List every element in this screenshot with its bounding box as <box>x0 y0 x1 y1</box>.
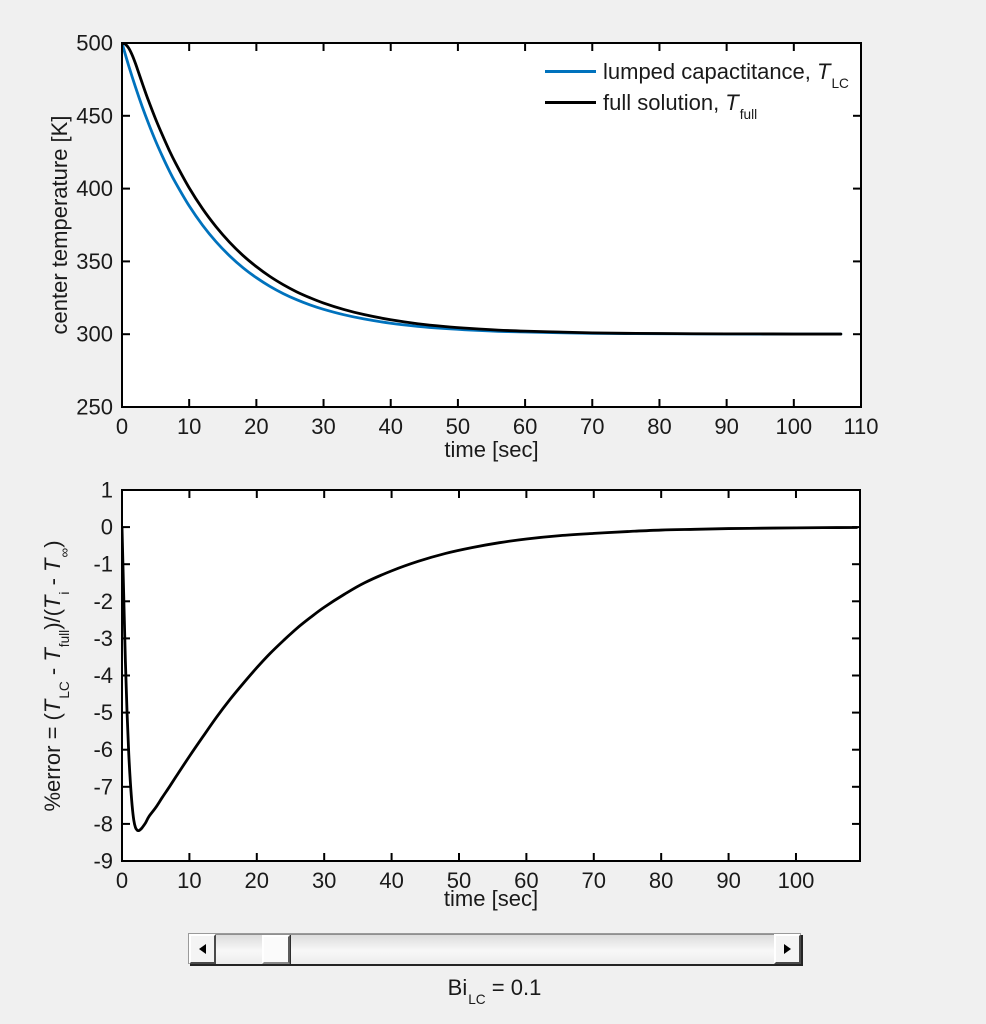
axes-box <box>121 42 862 408</box>
top-y-axis-label: center temperature [K] <box>47 115 72 335</box>
y-tick-label: -8 <box>93 811 113 836</box>
legend-entry-lumped-capacitance: lumped capactitance, TLC <box>545 56 849 91</box>
x-tick-label: 30 <box>312 868 336 893</box>
slider-track[interactable] <box>216 934 774 964</box>
error-chart: 0 10 20 30 40 50 60 70 80 90 100-9-8-7-6-5-4-3-2-1… <box>93 478 861 893</box>
x-tick-label: 60 <box>513 414 537 439</box>
x-tick-label: 100 <box>775 414 812 439</box>
biot-value-label: BiLC = 0.1 <box>447 975 542 1008</box>
x-tick-label: 100 <box>778 868 815 893</box>
legend-label-full-solution: full solution, Tfull <box>603 89 758 122</box>
y-tick-label: -4 <box>93 663 113 688</box>
y-tick-label: -1 <box>93 552 113 577</box>
x-tick-label: 90 <box>714 414 738 439</box>
top-x-axis-label: time [sec] <box>444 437 539 462</box>
x-tick-label: 80 <box>647 414 671 439</box>
left-arrow-icon <box>199 944 206 954</box>
y-tick-label: 250 <box>76 395 113 420</box>
y-tick-label: 400 <box>76 176 113 201</box>
x-tick-label: 70 <box>580 414 604 439</box>
y-tick-label: -6 <box>93 737 113 762</box>
x-tick-label: 90 <box>716 868 740 893</box>
y-tick-label: 1 <box>101 478 113 503</box>
legend: lumped capactitance, TLC full solution, … <box>545 56 849 122</box>
y-tick-label: -5 <box>93 700 113 725</box>
y-tick-label: -7 <box>93 774 113 799</box>
x-tick-label: 20 <box>245 868 269 893</box>
y-tick-label: 300 <box>76 322 113 347</box>
x-tick-label: 60 <box>514 868 538 893</box>
x-tick-label: 30 <box>311 414 335 439</box>
slider-right-arrow-button[interactable] <box>774 934 801 964</box>
y-tick-label: 0 <box>101 515 113 540</box>
series-full_solution <box>121 42 843 336</box>
x-tick-label: 110 <box>843 414 878 439</box>
x-tick-label: 0 <box>116 414 128 439</box>
y-tick-label: 500 <box>76 31 113 56</box>
y-tick-label: 450 <box>76 103 113 128</box>
x-tick-label: 0 <box>116 868 128 893</box>
plot-background <box>122 43 861 407</box>
slider-left-arrow-button[interactable] <box>189 934 216 964</box>
y-tick-label: -9 <box>93 849 113 874</box>
x-tick-label: 70 <box>582 868 606 893</box>
x-tick-label: 40 <box>379 868 403 893</box>
legend-label-lumped-capacitance: lumped capactitance, TLC <box>603 58 849 91</box>
series-percent_error <box>121 525 859 833</box>
legend-line-lumped-capacitance <box>545 70 596 73</box>
bottom-x-axis-label: time [sec] <box>443 886 539 911</box>
y-tick-label: 350 <box>76 249 113 274</box>
x-tick-label: 10 <box>177 868 201 893</box>
plot-background <box>122 490 860 861</box>
x-tick-label: 50 <box>447 868 471 893</box>
slider-thumb[interactable] <box>262 935 290 964</box>
x-tick-label: 50 <box>446 414 470 439</box>
y-tick-label: -3 <box>93 626 113 651</box>
x-tick-label: 80 <box>649 868 673 893</box>
bi-slider[interactable] <box>188 933 801 964</box>
y-tick-label: -2 <box>93 589 113 614</box>
temperature-chart: 0 10 20 30 40 50 60 70 80 90 100 110 250 300 350 400 450… <box>76 31 878 440</box>
legend-entry-full-solution: full solution, Tfull <box>545 87 849 122</box>
x-tick-label: 40 <box>378 414 402 439</box>
bottom-y-axis-label: %error = (TLC - Tfull)/(Ti - T∞) <box>40 540 73 812</box>
right-arrow-icon <box>784 944 791 954</box>
legend-line-full-solution <box>545 101 596 104</box>
x-tick-label: 10 <box>177 414 201 439</box>
x-tick-label: 20 <box>244 414 268 439</box>
